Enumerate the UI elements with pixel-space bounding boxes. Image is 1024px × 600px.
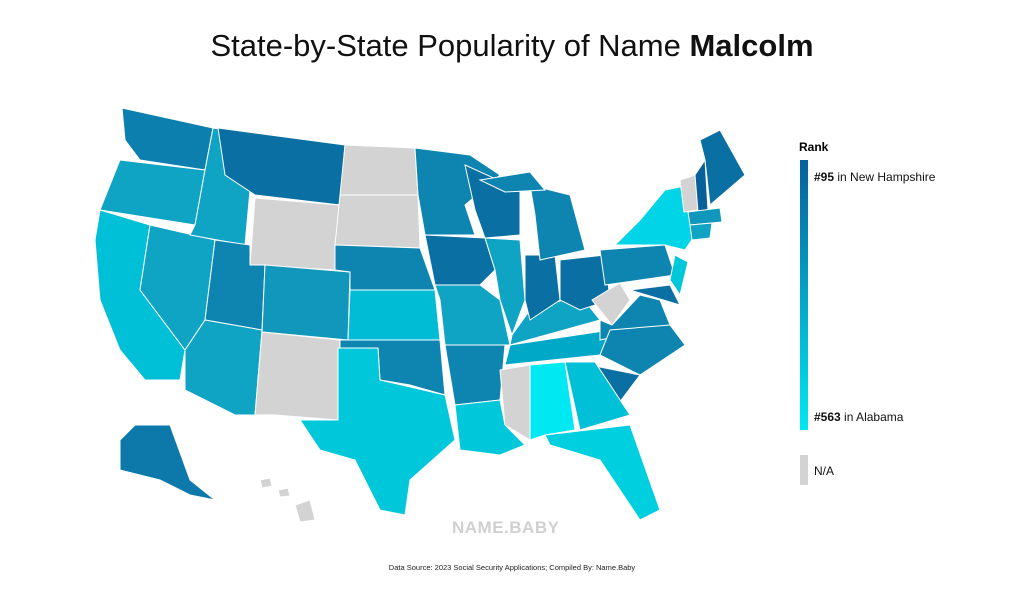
state	[687, 207, 723, 226]
title: State-by-State Popularity of Name Malcol…	[0, 28, 1024, 64]
title-name: Malcolm	[689, 28, 814, 63]
state	[294, 499, 316, 523]
legend-top-rank: #95	[814, 170, 835, 184]
state	[277, 487, 291, 498]
state	[444, 344, 506, 406]
legend-top: #95 in New Hampshire	[814, 170, 935, 184]
state	[254, 331, 341, 421]
legend-bottom: #563 in Alabama	[814, 410, 903, 424]
state	[599, 244, 676, 286]
state	[544, 424, 661, 521]
state	[347, 289, 441, 341]
state	[478, 171, 547, 193]
state	[424, 234, 496, 286]
state	[564, 361, 631, 431]
state	[334, 194, 421, 249]
state	[217, 127, 346, 206]
legend-na-swatch	[800, 455, 808, 485]
state	[184, 319, 263, 416]
footer: Data Source: 2023 Social Security Applic…	[388, 563, 636, 572]
state	[591, 282, 631, 326]
state	[454, 399, 526, 456]
state	[529, 361, 576, 441]
state	[529, 184, 586, 261]
state	[299, 347, 456, 516]
state	[119, 424, 216, 501]
state	[669, 254, 689, 297]
states	[94, 107, 746, 523]
state	[249, 197, 341, 271]
state	[121, 107, 214, 171]
title-prefix: State-by-State Popularity of Name	[210, 28, 681, 63]
legend-na: N/A	[814, 464, 835, 478]
state	[699, 129, 746, 206]
legend-bottom-state: in Alabama	[844, 410, 904, 424]
legend-bottom-rank: #563	[814, 410, 841, 424]
state	[629, 284, 681, 306]
legend-gradient	[800, 160, 808, 430]
state	[689, 222, 713, 241]
state	[599, 324, 686, 376]
legend-title: Rank	[799, 140, 829, 154]
legend-top-state: in New Hampshire	[837, 170, 936, 184]
watermark: NAME.BABY	[452, 518, 560, 537]
state	[261, 264, 351, 341]
state	[414, 147, 501, 236]
state	[339, 144, 419, 196]
state	[334, 244, 436, 291]
state	[259, 477, 273, 489]
